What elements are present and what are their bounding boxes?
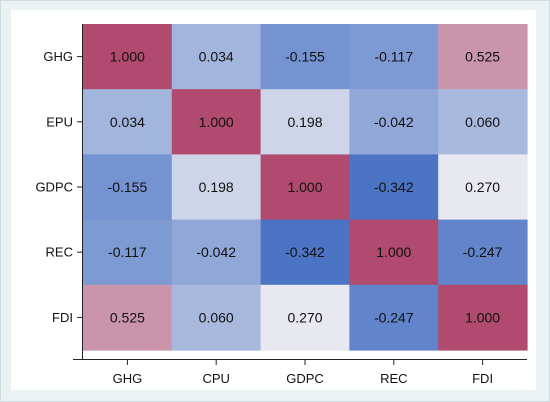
heatmap-cell-rec-gdpc (260, 219, 350, 286)
x-tick-label: CPU (202, 371, 229, 386)
cell-value-label: -0.117 (108, 244, 147, 260)
heatmap-cell-rec-fdi (438, 219, 528, 286)
cell-value-label: -0.155 (285, 49, 325, 65)
heatmap-cell-rec-ghg (83, 219, 173, 286)
heatmap-cell-fdi-ghg (83, 284, 173, 351)
heatmap-cell-epu-gdpc (260, 89, 350, 155)
heatmap-cell-fdi-gdpc (260, 284, 350, 351)
heatmap-cells: 1.000 0.034 -0.155 -0.117 0.525 0.034 1.000 0.1… (83, 24, 528, 351)
cell-value-label: -0.117 (374, 49, 413, 65)
heatmap-cell-fdi-rec (349, 284, 439, 351)
x-tick-label: FDI (472, 371, 493, 386)
heatmap-cell-ghg-gdpc (260, 24, 350, 90)
heatmap-cell-gdpc-gdpc (260, 154, 350, 221)
heatmap-axes: GHG EPU GDPC REC FDI GHG CPU GDPC REC FDI (35, 24, 527, 386)
heatmap-cell-epu-rec (349, 89, 439, 155)
heatmap-cell-fdi-cpu (171, 284, 262, 351)
heatmap-cell-epu-ghg (83, 89, 173, 155)
heatmap-cell-ghg-rec (349, 24, 439, 90)
heatmap-cell-rec-cpu (171, 219, 262, 286)
cell-value-label: -0.247 (463, 244, 503, 260)
cell-value-label: -0.342 (285, 244, 325, 260)
heatmap-cell-gdpc-rec (349, 154, 439, 221)
cell-value-label: 0.270 (465, 179, 500, 195)
cell-value-label: 1.000 (199, 114, 234, 130)
cell-value-label: -0.155 (108, 179, 148, 195)
cell-value-label: 0.060 (465, 114, 500, 130)
cell-value-label: -0.342 (374, 179, 414, 195)
cell-value-label: 0.060 (199, 309, 234, 325)
cell-value-label: 1.000 (465, 309, 500, 325)
cell-value-label: -0.247 (374, 309, 414, 325)
heatmap-cell-gdpc-fdi (438, 154, 528, 221)
heatmap-cell-ghg-fdi (438, 24, 528, 90)
heatmap-cell-rec-rec (349, 219, 439, 286)
y-tick-label: GHG (43, 49, 73, 64)
heatmap-cell-ghg-ghg (83, 24, 173, 90)
heatmap-cell-gdpc-ghg (83, 154, 173, 221)
y-tick-label: REC (46, 245, 73, 260)
cell-value-label: 0.198 (199, 179, 234, 195)
heatmap-cell-epu-cpu (171, 89, 262, 155)
y-tick-label: GDPC (35, 180, 73, 195)
cell-value-label: 0.525 (465, 49, 500, 65)
cell-value-label: 0.198 (287, 114, 322, 130)
heatmap-cell-fdi-fdi (438, 284, 528, 351)
heatmap-cell-ghg-cpu (171, 24, 262, 90)
cell-value-label: 0.034 (199, 49, 234, 65)
y-tick-label: EPU (46, 114, 73, 129)
cell-value-label: 0.270 (287, 309, 322, 325)
cell-value-label: 1.000 (110, 49, 145, 65)
cell-value-label: 1.000 (287, 179, 322, 195)
x-tick-label: REC (380, 371, 407, 386)
heatmap-cell-gdpc-cpu (171, 154, 262, 221)
cell-value-label: 0.525 (110, 309, 145, 325)
cell-value-label: -0.042 (374, 114, 414, 130)
x-tick-label: GDPC (286, 371, 324, 386)
cell-value-label: 0.034 (110, 114, 145, 130)
heatmap-cell-epu-fdi (438, 89, 528, 155)
cell-value-label: -0.042 (196, 244, 236, 260)
cell-value-label: 1.000 (376, 244, 411, 260)
x-tick-label: GHG (113, 371, 143, 386)
y-tick-label: FDI (52, 310, 73, 325)
